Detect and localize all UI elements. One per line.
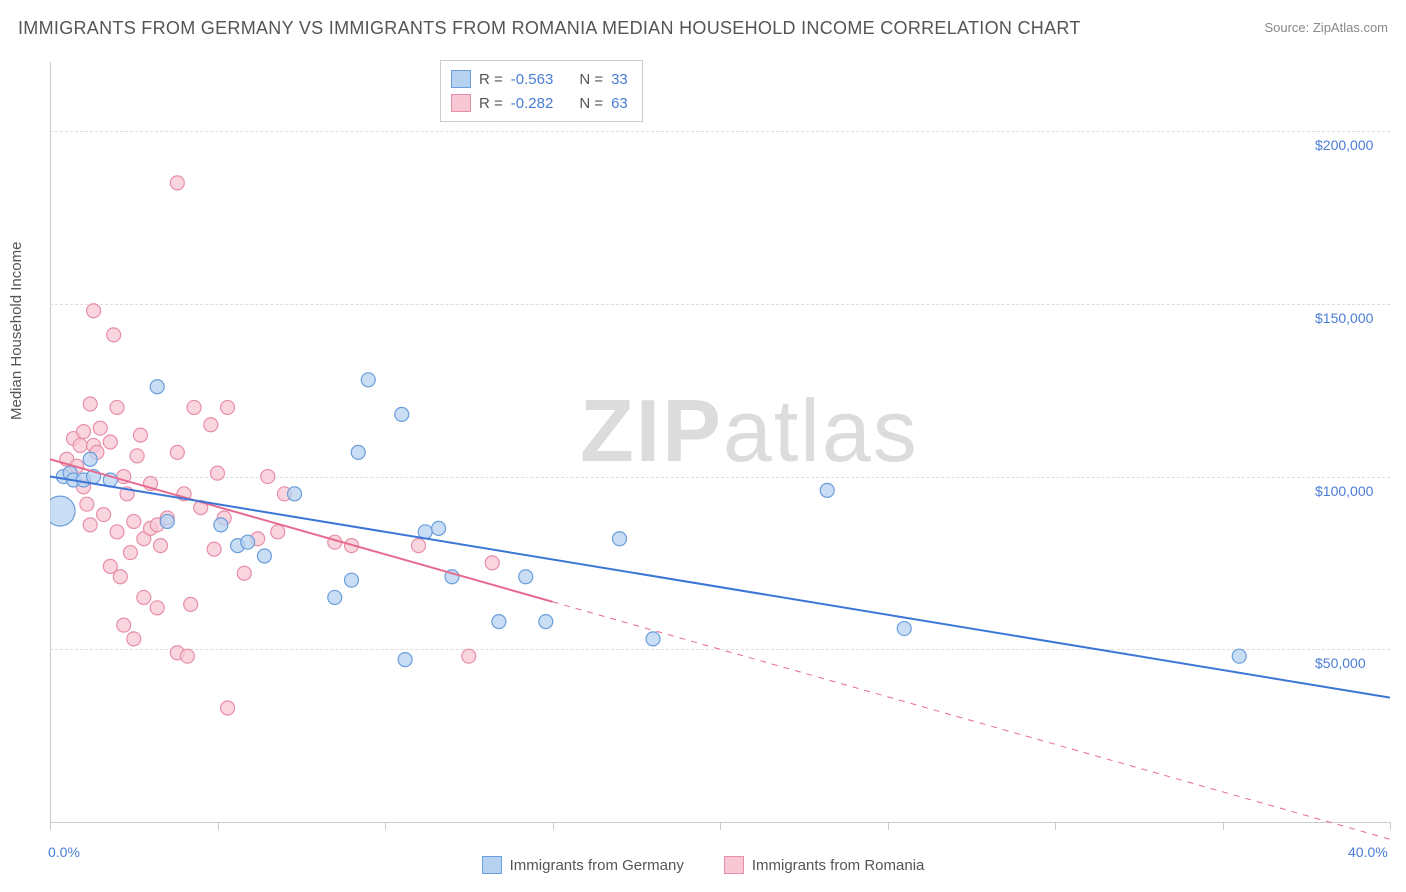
data-point: [462, 649, 476, 663]
data-point: [351, 445, 365, 459]
data-point: [127, 632, 141, 646]
data-point: [288, 487, 302, 501]
data-point: [221, 400, 235, 414]
r-value-germany: -0.563: [511, 71, 554, 88]
data-point: [160, 514, 174, 528]
data-point: [107, 328, 121, 342]
legend-item-romania: Immigrants from Romania: [724, 856, 925, 874]
data-point: [519, 570, 533, 584]
data-point: [257, 549, 271, 563]
x-tick-mark: [1055, 822, 1056, 830]
series-legend: Immigrants from Germany Immigrants from …: [0, 856, 1406, 874]
data-point: [103, 435, 117, 449]
x-tick-mark: [553, 822, 554, 830]
data-point: [133, 428, 147, 442]
swatch-germany: [451, 70, 471, 88]
data-point: [345, 573, 359, 587]
data-point: [170, 445, 184, 459]
data-point: [412, 539, 426, 553]
legend-item-germany: Immigrants from Germany: [482, 856, 684, 874]
n-label: N =: [579, 95, 603, 112]
data-point: [237, 566, 251, 580]
data-point: [485, 556, 499, 570]
data-point: [492, 615, 506, 629]
data-point: [271, 525, 285, 539]
data-point: [93, 421, 107, 435]
data-point: [187, 400, 201, 414]
data-point: [97, 508, 111, 522]
stats-row-germany: R = -0.563 N = 33: [451, 67, 628, 91]
data-point: [261, 470, 275, 484]
r-label: R =: [479, 95, 503, 112]
data-point: [137, 590, 151, 604]
data-point: [211, 466, 225, 480]
data-point: [83, 518, 97, 532]
data-point: [241, 535, 255, 549]
swatch-romania: [451, 94, 471, 112]
regression-line-romania-dashed: [553, 602, 1391, 840]
data-point: [117, 618, 131, 632]
data-point: [87, 304, 101, 318]
data-point: [180, 649, 194, 663]
data-point: [83, 452, 97, 466]
x-tick-mark: [218, 822, 219, 830]
r-value-romania: -0.282: [511, 95, 554, 112]
data-point: [77, 425, 91, 439]
stats-row-romania: R = -0.282 N = 63: [451, 91, 628, 115]
data-point: [646, 632, 660, 646]
stats-legend: R = -0.563 N = 33 R = -0.282 N = 63: [440, 60, 643, 122]
data-point: [820, 483, 834, 497]
data-point: [110, 525, 124, 539]
data-point: [154, 539, 168, 553]
data-point: [123, 546, 137, 560]
data-point: [361, 373, 375, 387]
legend-label-romania: Immigrants from Romania: [752, 857, 925, 874]
regression-line-germany: [50, 477, 1390, 698]
data-point: [395, 407, 409, 421]
data-point: [150, 380, 164, 394]
scatter-plot: [50, 62, 1390, 822]
x-tick-mark: [720, 822, 721, 830]
data-point: [897, 622, 911, 636]
n-value-germany: 33: [611, 71, 628, 88]
data-point: [170, 176, 184, 190]
data-point: [113, 570, 127, 584]
y-axis-label: Median Household Income: [8, 242, 25, 420]
data-point: [221, 701, 235, 715]
legend-label-germany: Immigrants from Germany: [510, 857, 684, 874]
data-point: [432, 521, 446, 535]
x-tick-mark: [888, 822, 889, 830]
data-point: [328, 590, 342, 604]
data-point: [184, 597, 198, 611]
data-point: [204, 418, 218, 432]
n-label: N =: [579, 71, 603, 88]
source-attribution: Source: ZipAtlas.com: [1264, 20, 1388, 35]
data-point: [398, 653, 412, 667]
data-point: [539, 615, 553, 629]
data-point: [110, 400, 124, 414]
data-point: [214, 518, 228, 532]
swatch-germany-icon: [482, 856, 502, 874]
swatch-romania-icon: [724, 856, 744, 874]
data-point: [1232, 649, 1246, 663]
data-point: [73, 438, 87, 452]
x-tick-mark: [50, 822, 51, 830]
x-tick-mark: [1390, 822, 1391, 830]
chart-title: IMMIGRANTS FROM GERMANY VS IMMIGRANTS FR…: [18, 18, 1081, 39]
data-point: [45, 496, 75, 526]
x-tick-mark: [385, 822, 386, 830]
data-point: [130, 449, 144, 463]
data-point: [613, 532, 627, 546]
data-point: [207, 542, 221, 556]
data-point: [127, 514, 141, 528]
data-point: [150, 601, 164, 615]
data-point: [83, 397, 97, 411]
r-label: R =: [479, 71, 503, 88]
n-value-romania: 63: [611, 95, 628, 112]
data-point: [80, 497, 94, 511]
x-tick-mark: [1223, 822, 1224, 830]
